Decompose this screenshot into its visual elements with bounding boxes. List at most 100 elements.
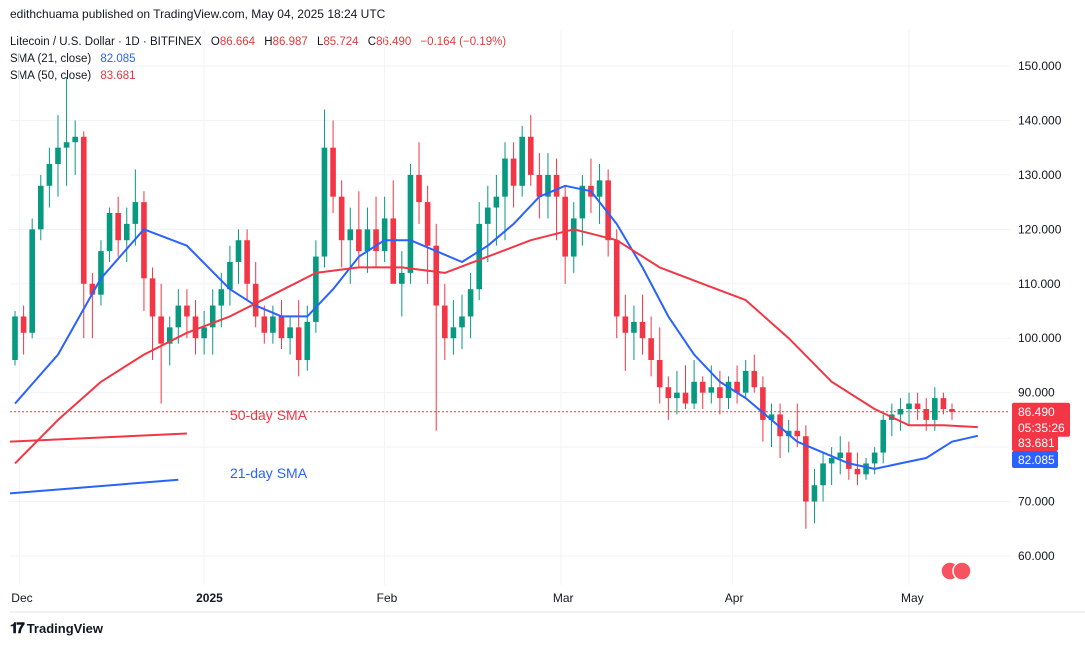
candle-body bbox=[459, 316, 465, 328]
candle-body bbox=[613, 240, 620, 317]
candle-body bbox=[227, 262, 233, 290]
y-tick-label: 130.000 bbox=[1018, 168, 1062, 182]
x-tick-label: Feb bbox=[377, 591, 398, 605]
candle-body bbox=[570, 218, 577, 257]
candle-body bbox=[665, 387, 672, 399]
candle-body bbox=[648, 338, 654, 360]
candle-body bbox=[725, 381, 732, 399]
candle-body bbox=[12, 316, 18, 360]
sma50-value: 83.681 bbox=[100, 70, 136, 82]
candle-body bbox=[596, 180, 603, 197]
close-label: C bbox=[367, 36, 377, 48]
candle-body bbox=[270, 316, 276, 333]
sma21-value: 82.085 bbox=[100, 53, 136, 65]
candle-body bbox=[89, 283, 96, 295]
candle-body bbox=[562, 196, 568, 257]
candle-body bbox=[192, 316, 199, 339]
tradingview-logo[interactable]: 𝟏𝟕 TradingView bbox=[10, 620, 103, 637]
y-tick-label: 60.000 bbox=[1018, 549, 1055, 563]
candle-body bbox=[734, 381, 740, 393]
y-tick-label: 100.000 bbox=[1018, 331, 1062, 345]
sma50-price-label: 83.681 bbox=[1018, 436, 1055, 450]
candle-body bbox=[175, 305, 182, 328]
y-tick-label: 120.000 bbox=[1018, 222, 1062, 236]
x-tick-label: Apr bbox=[725, 591, 744, 605]
candle-body bbox=[605, 180, 611, 241]
candle-body bbox=[55, 147, 61, 164]
candle-body bbox=[742, 370, 749, 393]
candle-body bbox=[252, 283, 259, 317]
y-tick-label: 140.000 bbox=[1018, 113, 1062, 127]
candle-body bbox=[141, 202, 147, 279]
candle-body bbox=[433, 245, 440, 306]
x-tick-label: May bbox=[901, 591, 924, 605]
countdown-label: 05:35:26 bbox=[1018, 421, 1065, 435]
candle-body bbox=[536, 174, 543, 197]
sma50-label: SMA (50, close) bbox=[10, 70, 92, 82]
low-label: L bbox=[316, 36, 324, 48]
candle-body bbox=[407, 174, 414, 273]
legend-sma50-row[interactable]: SMA (50, close) 83.681 bbox=[10, 68, 506, 85]
candle-body bbox=[545, 174, 551, 197]
candle-body bbox=[450, 327, 457, 339]
candle-body bbox=[330, 147, 336, 197]
candle-body bbox=[29, 229, 35, 333]
candle-body bbox=[777, 414, 783, 437]
sma21-guide-line bbox=[9, 478, 179, 495]
candle-body bbox=[390, 218, 397, 284]
candle-body bbox=[158, 316, 164, 344]
candle-body bbox=[123, 223, 130, 241]
candle-body bbox=[467, 289, 474, 317]
symbol-name: Litecoin / U.S. Dollar · 1D · BITFINEX bbox=[10, 36, 202, 48]
candle-body bbox=[63, 142, 70, 148]
candle-body bbox=[871, 452, 878, 464]
candle-body bbox=[313, 256, 319, 322]
candle-body bbox=[717, 387, 723, 399]
candle-body bbox=[20, 316, 27, 333]
candle-body bbox=[373, 229, 379, 252]
candle-body bbox=[80, 136, 87, 284]
candle-body bbox=[98, 251, 104, 295]
current-price-label-bg bbox=[1012, 402, 1070, 437]
candle-body bbox=[760, 387, 766, 420]
candle-body bbox=[699, 381, 706, 393]
candle-body bbox=[304, 321, 311, 360]
candle-body bbox=[321, 147, 328, 257]
candle-body bbox=[209, 305, 216, 328]
candle-body bbox=[72, 136, 78, 143]
high-value: 86.987 bbox=[272, 36, 308, 48]
candle-body bbox=[416, 174, 422, 203]
candle-body bbox=[356, 229, 362, 252]
candle-body bbox=[399, 272, 405, 284]
low-value: 85.724 bbox=[323, 36, 359, 48]
candle-body bbox=[235, 240, 242, 262]
candle-body bbox=[820, 463, 826, 486]
candle-body bbox=[527, 136, 534, 175]
candle-body bbox=[424, 202, 431, 246]
candle-body bbox=[244, 240, 250, 284]
candle-body bbox=[295, 327, 302, 360]
candle-body bbox=[115, 213, 121, 241]
candle-body bbox=[880, 419, 887, 453]
high-label: H bbox=[264, 36, 273, 48]
sma21-line bbox=[14, 184, 979, 470]
candle-body bbox=[166, 327, 173, 344]
legend-sma21-row[interactable]: SMA (21, close) 82.085 bbox=[10, 51, 506, 68]
candle-body bbox=[201, 327, 207, 339]
candle-body bbox=[691, 381, 697, 404]
candle-body bbox=[184, 305, 190, 317]
sma21-label: SMA (21, close) bbox=[10, 53, 92, 65]
candle-body bbox=[364, 229, 371, 252]
sma50-line bbox=[14, 228, 978, 465]
candle-body bbox=[751, 370, 758, 388]
candle-body bbox=[674, 392, 680, 399]
candle-body bbox=[261, 316, 268, 333]
candle-body bbox=[278, 316, 285, 339]
candle-body bbox=[46, 164, 53, 186]
candle-body bbox=[897, 409, 904, 415]
tv-logo-icon: 𝟏𝟕 bbox=[10, 620, 25, 637]
candle-body bbox=[502, 158, 508, 197]
candle-body bbox=[37, 185, 44, 230]
